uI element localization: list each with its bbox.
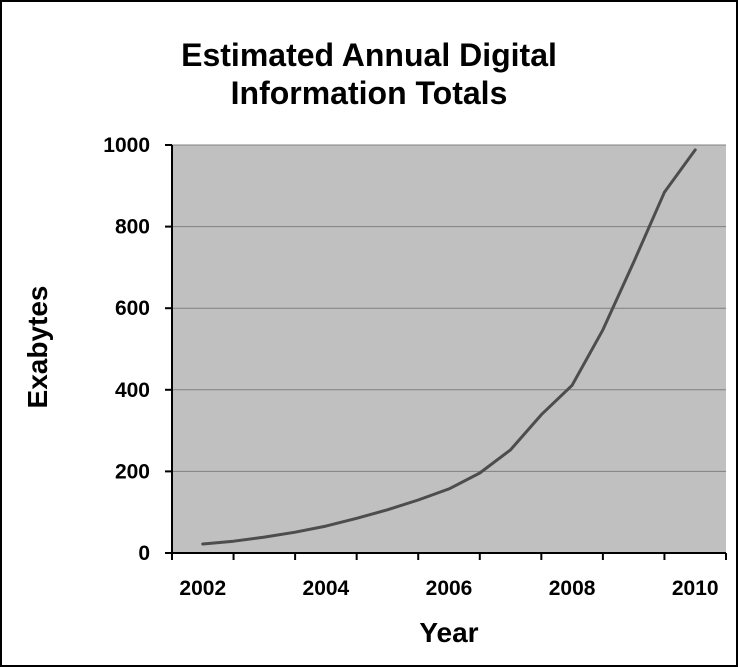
chart-title: Estimated Annual Digital Information Tot… [0, 36, 738, 112]
y-tick-labels: 0 200 400 600 800 1000 [103, 134, 150, 565]
x-tick-label: 2004 [303, 577, 350, 600]
chart-title-line-1: Estimated Annual Digital [181, 37, 557, 73]
series-group [201, 148, 697, 546]
x-tick-label: 2010 [672, 577, 719, 600]
x-axis-title: Year [419, 617, 478, 648]
y-tick-label: 800 [115, 216, 150, 239]
plot-area [172, 145, 726, 553]
gridlines [172, 144, 726, 472]
x-tick-label: 2006 [426, 577, 473, 600]
axes [165, 144, 727, 560]
series-line [201, 148, 697, 546]
x-tick-labels: 2002 2004 2006 2008 2010 [179, 577, 718, 600]
y-tick-label: 0 [138, 542, 150, 565]
x-tick-label: 2008 [549, 577, 596, 600]
y-axis-title: Exabytes [22, 286, 53, 409]
y-tick-label: 600 [115, 297, 150, 320]
y-tick-label: 200 [115, 460, 150, 483]
chart-title-line-2: Information Totals [230, 75, 508, 111]
x-tick-label: 2002 [179, 577, 226, 600]
y-tick-label: 1000 [103, 134, 150, 157]
y-tick-label: 400 [115, 379, 150, 402]
